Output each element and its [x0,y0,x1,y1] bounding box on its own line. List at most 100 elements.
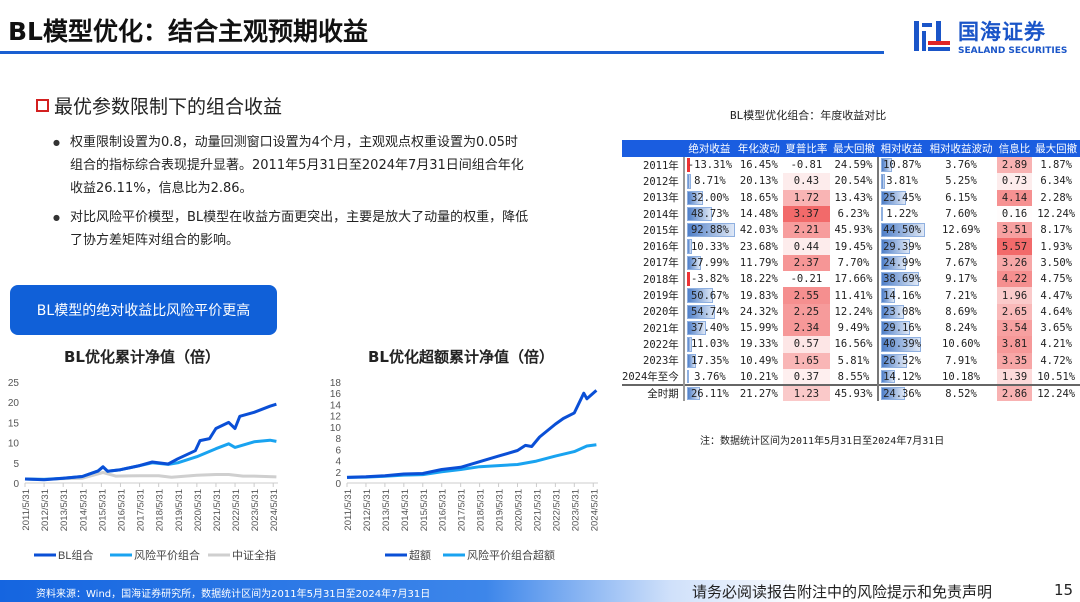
table-cell: 6.15% [945,191,977,204]
y-tick-label: 6 [335,445,341,456]
table-cell: 13.43% [834,191,873,204]
company-logo: 国海证券 SEALAND SECURITIES [912,16,1067,56]
table-cell: 7.70% [837,256,870,269]
data-bar [686,206,712,222]
y-tick-label: 10 [8,439,20,450]
x-tick-label: 2011/5/31 [21,489,32,531]
data-bar [880,304,904,319]
table-cell: 11.79% [739,256,778,269]
table-row: 2021年 37.40% 15.99% 2.34 9.49% 29.16% 8.24% 3.5… [622,319,1080,337]
table-cell: 20.54% [834,175,873,188]
table-cell: 2022年 [622,336,685,353]
section-heading: 最优参数限制下的组合收益 [36,92,282,119]
table-cell: 3.51 [996,222,1033,239]
table-cell: 4.72% [1040,354,1072,367]
table-cell: 7.60% [945,208,977,221]
x-tick-label: 2016/5/31 [116,489,127,531]
column-header [622,140,684,157]
sealand-logo-icon [914,21,950,51]
table-cell: 10.51% [1037,370,1076,383]
series-line [346,443,597,479]
table-cell: 45.93% [834,224,873,237]
square-bullet-icon [36,99,49,112]
cumulative-nav-chart: 0 5 10 15 20 25 2011/5/31 2012/5/31 2013/5/31 201… [8,378,280,562]
table-cell: 2018年 [622,271,685,288]
chart1-title: BL优化累计净值（倍） [64,348,220,366]
table-cell: -0.21 [790,273,823,286]
x-tick-label: 2022/5/31 [551,489,562,531]
table-cell: 2023年 [622,352,685,369]
table-cell: 40.39% [876,336,926,353]
table-cell: 4.21% [1040,338,1072,351]
data-bar [880,320,910,336]
legend-label: 风险平价组合 [134,548,200,562]
table-cell: 2.37 [782,254,831,272]
data-bar [880,369,895,384]
data-bar [686,223,735,238]
table-cell: 2.21 [782,222,831,239]
title-divider [0,51,884,54]
table-cell: 20.13% [739,175,778,188]
data-bar [880,387,905,401]
table-cell: 10.60% [942,338,980,351]
table-cell: 4.47% [1040,289,1072,302]
page-title: BL模型优化：结合主观预期收益 [8,17,368,46]
chart2-title: BL优化超额累计净值（倍） [368,348,554,366]
data-bar [686,353,696,368]
data-bar [880,255,906,271]
x-tick-label: 2024/5/31 [589,489,600,531]
table-cell: 2024年至今 [622,368,685,386]
y-tick-label: 0 [335,479,341,490]
x-tick-label: 2019/5/31 [495,489,506,531]
table-cell: 24.99% [876,254,926,272]
table-cell: 2.28% [1040,191,1072,204]
table-cell: 3.26 [996,254,1033,272]
data-bar [880,206,883,222]
table-cell: 2019年 [622,287,685,304]
y-tick-label: 8 [335,434,341,445]
table-cell: 48.73% [684,206,735,222]
table-cell: 42.03% [739,224,778,237]
data-bar [686,337,693,352]
legend-label: BL组合 [58,548,93,562]
table-cell: -3.82% [684,271,735,287]
data-bar [686,320,707,336]
x-tick-label: 2016/5/31 [438,489,449,531]
data-bar [686,239,693,254]
table-cell: 2013年 [622,189,685,206]
column-header: 年化波动 [735,140,783,157]
y-tick-label: 20 [8,398,20,409]
data-bar [880,158,892,173]
y-tick-label: 25 [8,378,20,389]
table-cell: 24.32% [739,305,778,318]
series-line [24,402,277,482]
table-cell: 12.24% [1037,208,1076,221]
annual-returns-table: 绝对收益 年化波动 夏普比率 最大回撤 相对收益 相对收益波动 信息比 最大回撤 2011年 -1… [622,140,1080,402]
data-bar [686,288,713,303]
table-cell: 12.69% [942,224,980,237]
table-cell: 26.52% [876,352,926,369]
column-header: 夏普比率 [782,140,831,157]
x-tick-label: 2013/5/31 [59,489,70,531]
table-cell: 12.24% [834,305,873,318]
table-cell: 1.39 [996,368,1033,386]
table-cell: 8.52% [925,384,997,402]
table-cell: 8.71% [684,173,735,189]
y-tick-label: 18 [330,378,342,389]
table-cell: 8.55% [837,370,870,383]
table-cell: 54.74% [684,304,735,320]
table-cell: 4.14 [996,189,1033,206]
table-cell: 12.24% [1032,384,1080,402]
table-cell: 5.25% [945,175,977,188]
x-tick-label: 2013/5/31 [381,489,392,531]
table-cell: 45.93% [830,384,878,402]
table-cell: 8.17% [1040,224,1072,237]
data-bar [686,272,690,287]
bullet-2: 对比风险平价模型，BL模型在收益方面更突出，主要是放大了动量的权重，降低了协方差… [53,206,530,252]
table-cell: 0.43 [782,173,831,190]
table-cell: 全时期 [622,384,685,402]
table-row: 2012年 8.71% 20.13% 0.43 20.54% 3.81% 5.25% 0.73… [622,173,1080,190]
table-cell: 5.28% [945,240,977,253]
data-bar [880,174,885,189]
